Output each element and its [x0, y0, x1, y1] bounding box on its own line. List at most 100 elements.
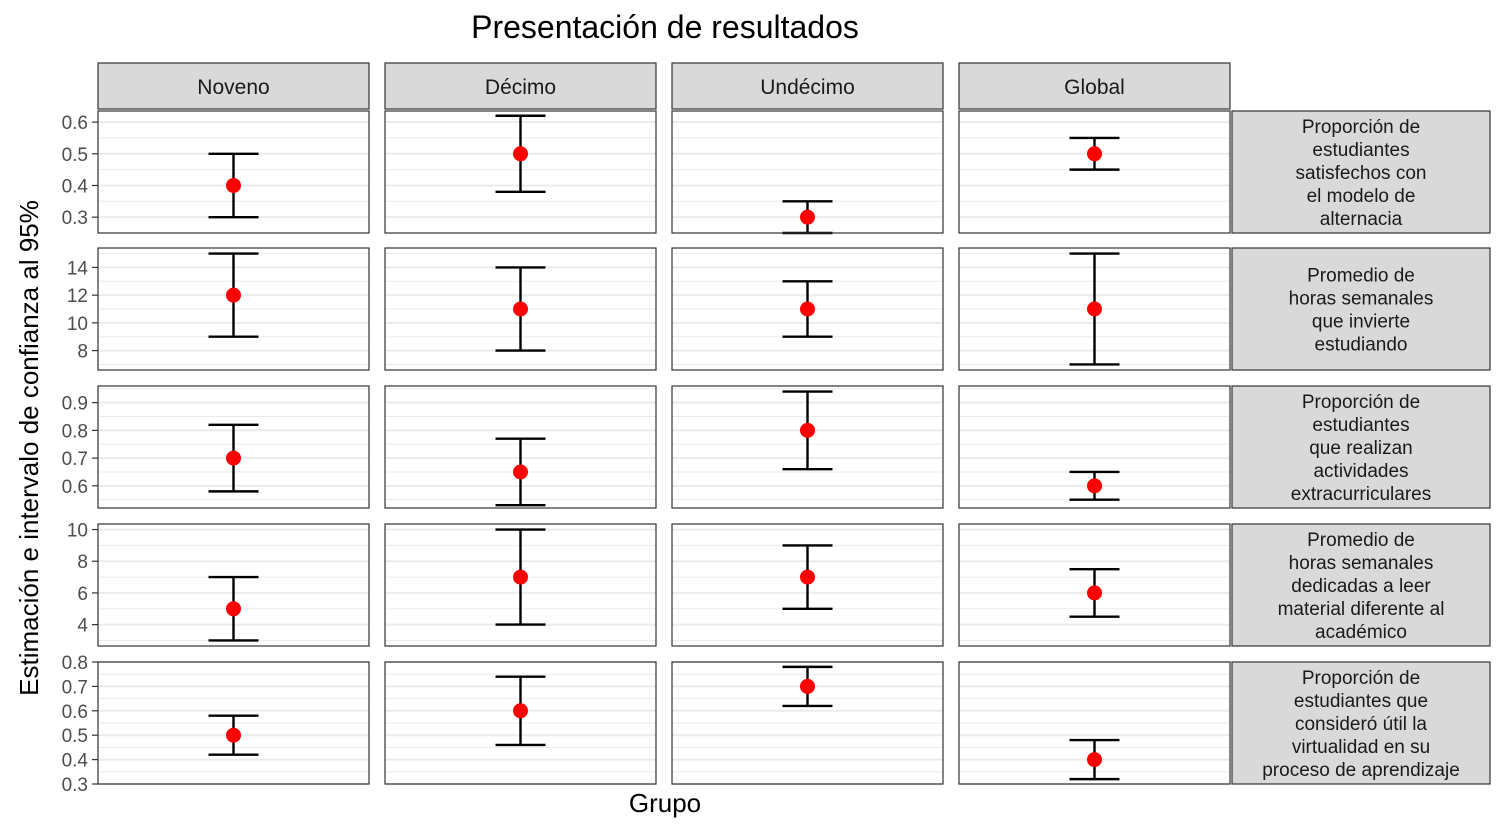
estimate-point	[800, 301, 815, 317]
panel-border	[671, 385, 944, 509]
facet-strip-row-label: que invierte	[1312, 312, 1410, 333]
panel-border	[958, 661, 1231, 785]
estimate-point	[1087, 146, 1102, 162]
panel-border	[958, 523, 1231, 647]
facet-strip-row-label: el modelo de	[1307, 186, 1416, 207]
facet-strip-row	[1231, 385, 1491, 509]
facet-strip-row-label: estudiantes	[1312, 140, 1409, 161]
panel-border	[97, 247, 370, 371]
facet-strip-row-label: material diferente al	[1278, 599, 1445, 620]
y-tick-label: 12	[67, 286, 88, 307]
y-tick-label: 0.4	[62, 176, 89, 197]
facet-strip-row-label: Proporción de	[1302, 117, 1420, 138]
panel-border	[97, 110, 370, 234]
estimate-point	[226, 177, 241, 193]
facet-strip-row-label: virtualidad en su	[1292, 737, 1430, 758]
facet-strip-row-label: Promedio de	[1307, 530, 1415, 551]
facet-strip-row-label: alternacia	[1320, 209, 1403, 230]
estimate-point	[513, 464, 528, 480]
y-tick-label: 10	[67, 521, 88, 542]
y-tick-label: 0.6	[62, 702, 88, 723]
y-tick-label: 0.6	[62, 113, 88, 134]
facet-strip-row-label: extracurriculares	[1291, 484, 1431, 505]
y-tick-label: 0.7	[62, 449, 88, 470]
facet-strip-row-label: estudiantes	[1312, 415, 1409, 436]
facet-strip-row	[1231, 110, 1491, 234]
panel-border	[97, 661, 370, 785]
y-tick-label: 8	[77, 552, 88, 573]
facet-strip-row-label: estudiantes que	[1294, 691, 1428, 712]
facet-strip-row-label: satisfechos con	[1296, 163, 1427, 184]
facet-strip-row	[1231, 247, 1491, 371]
estimate-point	[513, 569, 528, 585]
y-tick-label: 0.3	[62, 775, 88, 796]
facet-strip-row-label: consideró útil la	[1295, 714, 1427, 735]
y-tick-label: 4	[77, 616, 88, 637]
facet-strip-row-label: Promedio de	[1307, 266, 1415, 287]
facet-strip-column	[384, 62, 657, 110]
estimate-point	[513, 146, 528, 162]
facet-strip-row-label: que realizan	[1309, 438, 1413, 459]
panel-border	[384, 110, 657, 234]
facet-strip-column-label: Noveno	[197, 76, 269, 99]
facet-strip-row	[1231, 661, 1491, 785]
facet-strip-row-label: Proporción de	[1302, 668, 1420, 689]
y-tick-label: 0.8	[62, 653, 88, 674]
facet-strip-row-label: proceso de aprendizaje	[1262, 760, 1460, 781]
panel-border	[958, 247, 1231, 371]
facet-strip-row-label: horas semanales	[1289, 553, 1434, 574]
facet-strip-row-label: académico	[1315, 622, 1407, 643]
estimate-point	[1087, 585, 1102, 601]
y-tick-label: 8	[77, 342, 88, 363]
y-tick-label: 0.9	[62, 394, 88, 415]
panel-border	[671, 247, 944, 371]
chart-title: Presentación de resultados	[471, 9, 859, 45]
panel-border	[97, 523, 370, 647]
estimate-point	[1087, 301, 1102, 317]
x-axis-title: Grupo	[629, 788, 701, 818]
panel-border	[97, 385, 370, 509]
panel-border	[958, 385, 1231, 509]
facet-strip-column-label: Décimo	[485, 76, 556, 99]
panel-border	[958, 110, 1231, 234]
panel-border	[671, 110, 944, 234]
y-tick-label: 0.8	[62, 421, 88, 442]
estimate-point	[226, 450, 241, 466]
panel-border	[671, 661, 944, 785]
estimate-point	[800, 678, 815, 694]
panel-border	[384, 661, 657, 785]
facet-strip-column	[958, 62, 1231, 110]
panel-background	[959, 111, 1230, 233]
estimate-point	[226, 601, 241, 617]
estimate-point	[800, 569, 815, 585]
estimate-point	[1087, 478, 1102, 494]
y-tick-label: 0.6	[62, 477, 88, 498]
estimate-point	[800, 422, 815, 438]
facet-strip-column	[97, 62, 370, 110]
estimate-point	[513, 301, 528, 317]
y-tick-label: 0.3	[62, 208, 88, 229]
estimate-point	[513, 703, 528, 719]
facet-strip-column	[671, 62, 944, 110]
facet-strip-row-label: actividades	[1313, 461, 1408, 482]
y-tick-label: 0.5	[62, 145, 88, 166]
panel-border	[384, 385, 657, 509]
y-tick-label: 14	[67, 258, 89, 279]
estimate-point	[1087, 752, 1102, 768]
panel-border	[384, 247, 657, 371]
estimate-point	[800, 209, 815, 225]
facet-strip-column-label: Undécimo	[760, 76, 855, 99]
y-tick-label: 0.7	[62, 677, 88, 698]
facet-strip-row-label: Proporción de	[1302, 392, 1420, 413]
estimate-point	[226, 287, 241, 303]
estimate-point	[226, 727, 241, 743]
y-tick-label: 0.4	[62, 751, 89, 772]
panel-border	[671, 523, 944, 647]
facet-strip-row-label: estudiando	[1315, 335, 1408, 356]
facet-strip-column-label: Global	[1064, 76, 1125, 99]
facet-strip-row	[1231, 523, 1491, 647]
y-tick-label: 10	[67, 314, 88, 335]
